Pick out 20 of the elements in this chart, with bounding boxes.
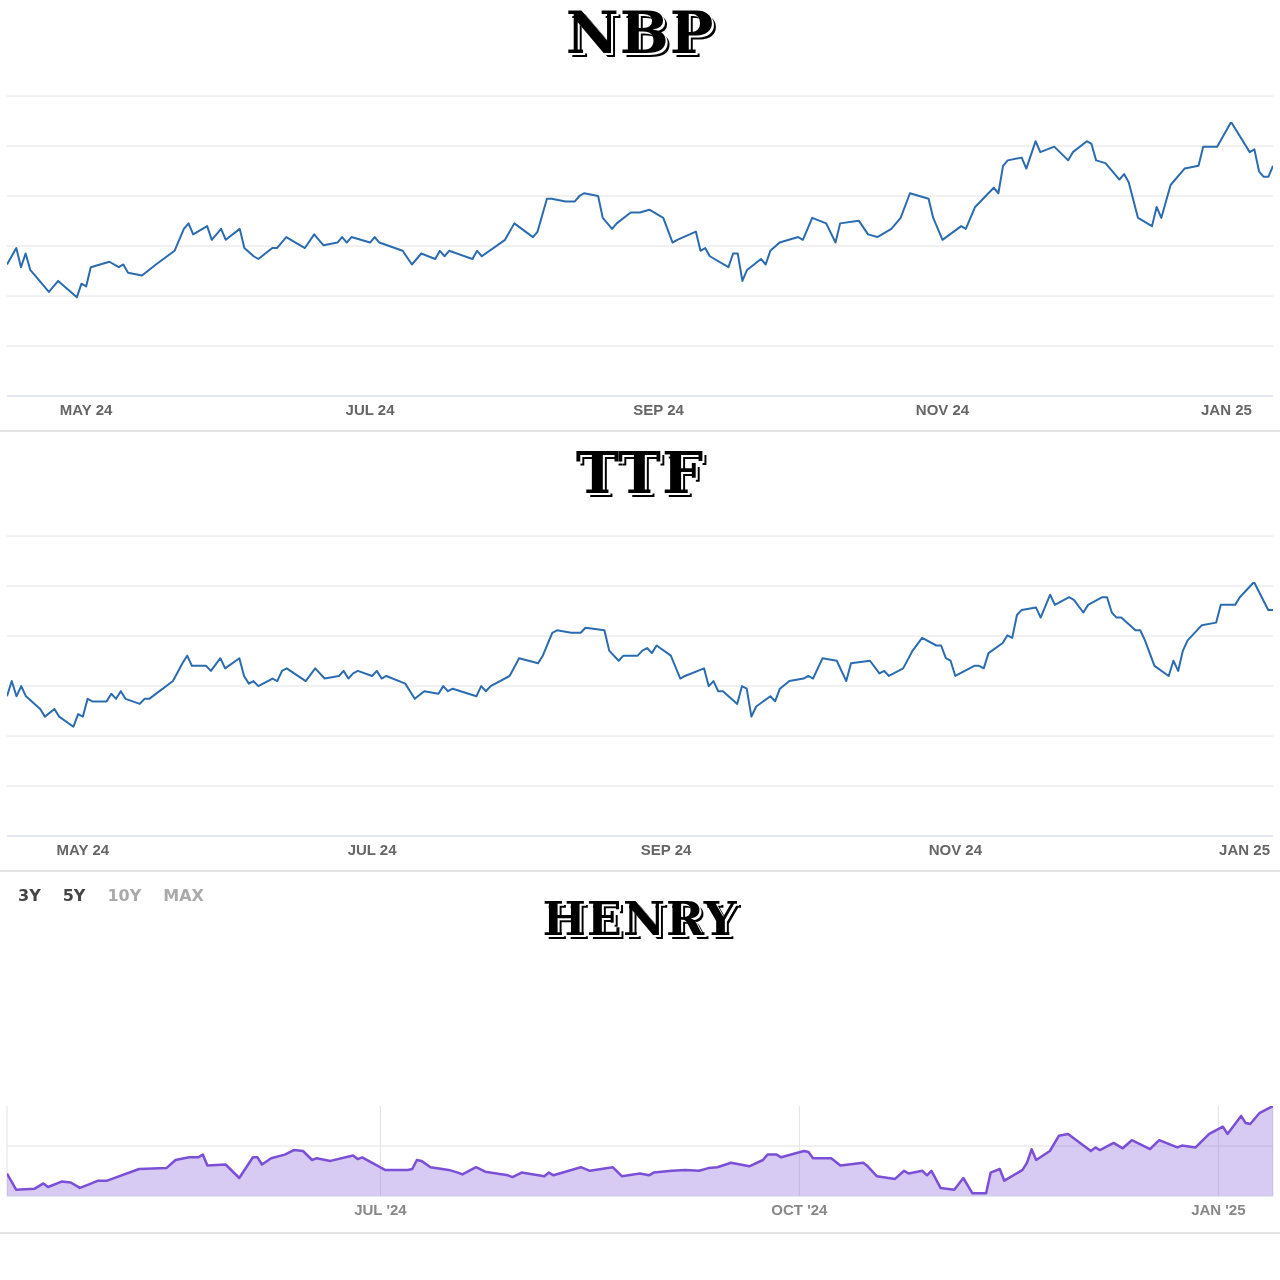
x-tick-label: MAY 24 — [56, 840, 110, 858]
x-tick-label: JAN 25 — [1219, 840, 1270, 858]
x-tick-label: JUL 24 — [347, 840, 398, 858]
x-tick-label: MAY 24 — [59, 400, 114, 418]
text: 10Y — [107, 886, 142, 905]
text: 3Y — [18, 886, 41, 905]
x-tick-label: SEP 24 — [633, 400, 685, 418]
chart-title: TTF — [574, 439, 706, 507]
x-tick-label: JAN '25 — [1191, 1200, 1246, 1218]
chart-title: NBP — [564, 0, 716, 67]
x-tick-label: JUL '24 — [354, 1200, 408, 1218]
x-tick-label: NOV 24 — [915, 400, 970, 418]
x-tick-label: NOV 24 — [928, 840, 983, 858]
x-tick-label: OCT '24 — [771, 1200, 829, 1218]
x-tick-label: JAN 25 — [1201, 400, 1252, 418]
x-tick-label: JUL 24 — [345, 400, 396, 418]
text: MAX — [163, 886, 204, 905]
x-tick-label: SEP 24 — [640, 840, 693, 858]
text: 5Y — [62, 886, 86, 905]
chart-title: HENRY — [542, 892, 738, 946]
